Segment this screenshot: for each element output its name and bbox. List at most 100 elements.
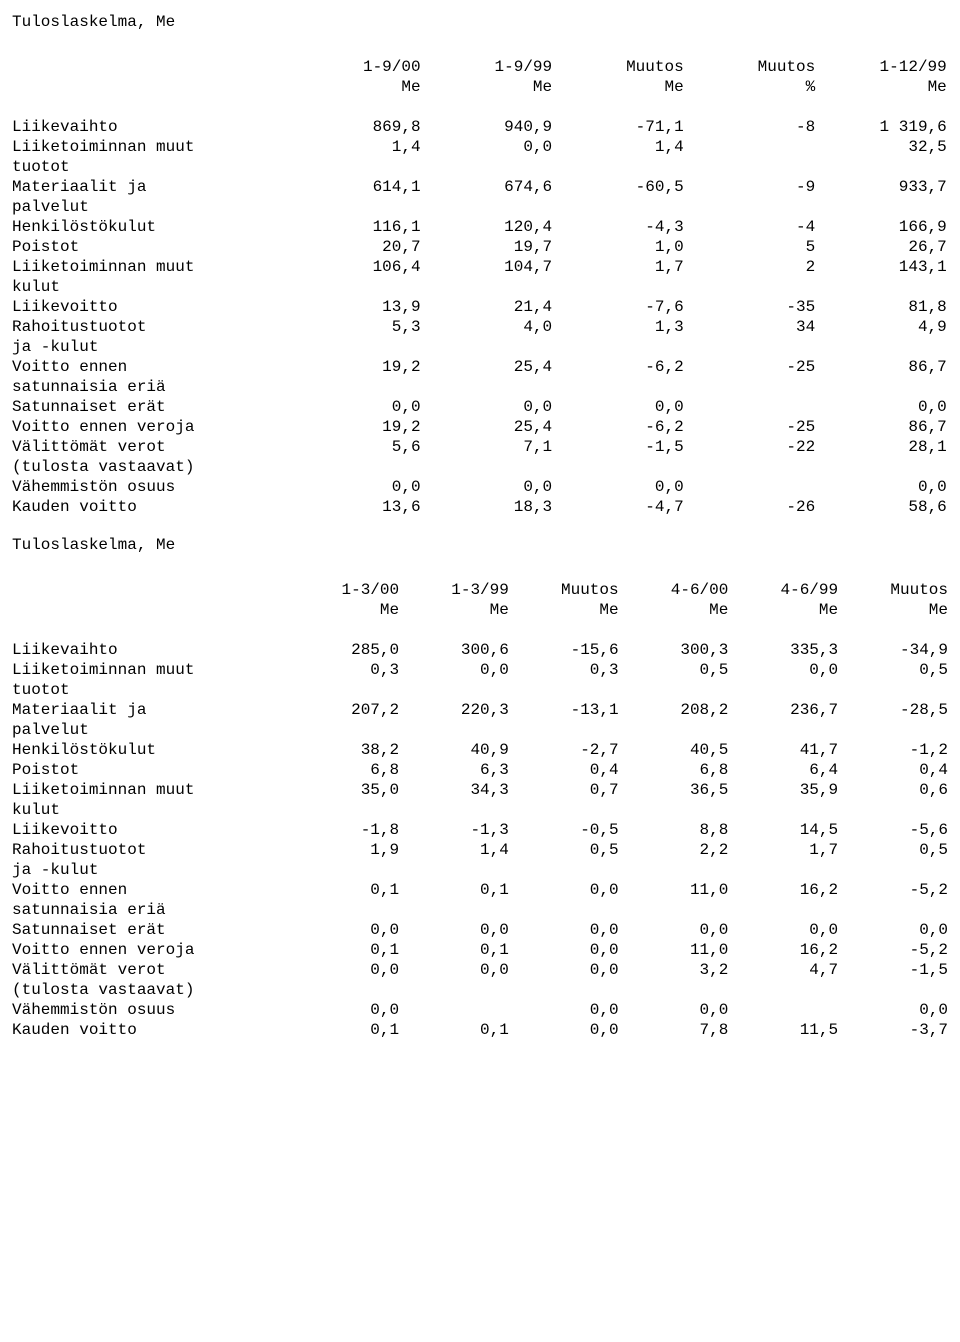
table-row: (tulosta vastaavat) [8, 457, 952, 477]
cell-value: 0,0 [556, 397, 688, 417]
cell-value [732, 900, 842, 920]
col-header: 1-3/00 [293, 580, 403, 600]
cell-value [403, 800, 513, 820]
cell-value: 19,7 [425, 237, 557, 257]
table-header-row: 1-9/00 1-9/99 Muutos Muutos 1-12/99 [8, 57, 952, 77]
section-title: Tuloslaskelma, Me [8, 12, 952, 37]
cell-value [293, 457, 425, 477]
cell-value [556, 377, 688, 397]
row-label: kulut [8, 800, 293, 820]
cell-value: 14,5 [732, 820, 842, 840]
cell-value: 11,0 [623, 880, 733, 900]
row-label: Liiketoiminnan muut [8, 137, 293, 157]
cell-value [732, 720, 842, 740]
cell-value: 6,3 [403, 760, 513, 780]
cell-value: 1,4 [403, 840, 513, 860]
cell-value: 1,7 [732, 840, 842, 860]
cell-value: 21,4 [425, 297, 557, 317]
row-label: Liiketoiminnan muut [8, 257, 293, 277]
cell-value [425, 377, 557, 397]
cell-value: 0,0 [732, 920, 842, 940]
cell-value: 0,1 [403, 1020, 513, 1040]
section-title: Tuloslaskelma, Me [8, 535, 952, 560]
cell-value [556, 337, 688, 357]
cell-value: 1,0 [556, 237, 688, 257]
cell-value: 35,9 [732, 780, 842, 800]
col-header: Me [293, 77, 425, 97]
table-row: Voitto ennen0,10,10,011,016,2-5,2 [8, 880, 952, 900]
cell-value: 143,1 [819, 257, 951, 277]
cell-value [293, 377, 425, 397]
row-label: Kauden voitto [8, 1020, 293, 1040]
col-header: Me [819, 77, 951, 97]
row-label: ja -kulut [8, 860, 293, 880]
cell-value [688, 157, 820, 177]
cell-value [293, 980, 403, 1000]
cell-value: 0,0 [293, 397, 425, 417]
cell-value: 0,5 [513, 840, 623, 860]
col-header: Muutos [842, 580, 952, 600]
cell-value: -1,3 [403, 820, 513, 840]
cell-value [556, 197, 688, 217]
cell-value [513, 680, 623, 700]
cell-value: -0,5 [513, 820, 623, 840]
cell-value: 4,9 [819, 317, 951, 337]
col-header: 1-12/99 [819, 57, 951, 77]
cell-value [623, 900, 733, 920]
row-label: satunnaisia eriä [8, 900, 293, 920]
cell-value: 6,8 [623, 760, 733, 780]
cell-value: 0,0 [293, 1000, 403, 1020]
cell-value [556, 457, 688, 477]
cell-value: 335,3 [732, 640, 842, 660]
col-header: Me [842, 600, 952, 620]
cell-value: -1,2 [842, 740, 952, 760]
cell-value: -6,2 [556, 357, 688, 377]
table-row: palvelut [8, 197, 952, 217]
table-row: Vähemmistön osuus0,00,00,00,0 [8, 477, 952, 497]
cell-value: 41,7 [732, 740, 842, 760]
row-label: Voitto ennen veroja [8, 940, 293, 960]
row-label: ja -kulut [8, 337, 293, 357]
cell-value: -15,6 [513, 640, 623, 660]
cell-value: 0,1 [293, 1020, 403, 1040]
cell-value: -71,1 [556, 117, 688, 137]
row-label: Liikevoitto [8, 297, 293, 317]
row-label: Liikevaihto [8, 640, 293, 660]
cell-value: -1,5 [842, 960, 952, 980]
cell-value [819, 157, 951, 177]
cell-value: 7,8 [623, 1020, 733, 1040]
cell-value [403, 980, 513, 1000]
row-label: Voitto ennen [8, 880, 293, 900]
cell-value: 11,0 [623, 940, 733, 960]
cell-value [688, 277, 820, 297]
cell-value: 34 [688, 317, 820, 337]
cell-value [623, 860, 733, 880]
cell-value: 1,9 [293, 840, 403, 860]
cell-value: 0,0 [623, 1000, 733, 1020]
cell-value [293, 860, 403, 880]
table-row: (tulosta vastaavat) [8, 980, 952, 1000]
cell-value [513, 860, 623, 880]
cell-value [732, 680, 842, 700]
cell-value: 0,0 [513, 880, 623, 900]
col-header: 4-6/99 [732, 580, 842, 600]
cell-value [293, 680, 403, 700]
cell-value: 104,7 [425, 257, 557, 277]
cell-value: -25 [688, 417, 820, 437]
cell-value [732, 1000, 842, 1020]
table-row: Liikevoitto13,921,4-7,6-3581,8 [8, 297, 952, 317]
row-label: Liiketoiminnan muut [8, 660, 293, 680]
table-row: Liiketoiminnan muut106,4104,71,72143,1 [8, 257, 952, 277]
cell-value [819, 337, 951, 357]
cell-value [513, 800, 623, 820]
cell-value: 2,2 [623, 840, 733, 860]
cell-value: 13,9 [293, 297, 425, 317]
cell-value: 0,0 [513, 920, 623, 940]
cell-value: 1,3 [556, 317, 688, 337]
cell-value: 86,7 [819, 357, 951, 377]
row-label: satunnaisia eriä [8, 377, 293, 397]
table-row: Liikevaihto285,0300,6-15,6300,3335,3-34,… [8, 640, 952, 660]
cell-value: 18,3 [425, 497, 557, 517]
cell-value [688, 457, 820, 477]
cell-value: -1,5 [556, 437, 688, 457]
